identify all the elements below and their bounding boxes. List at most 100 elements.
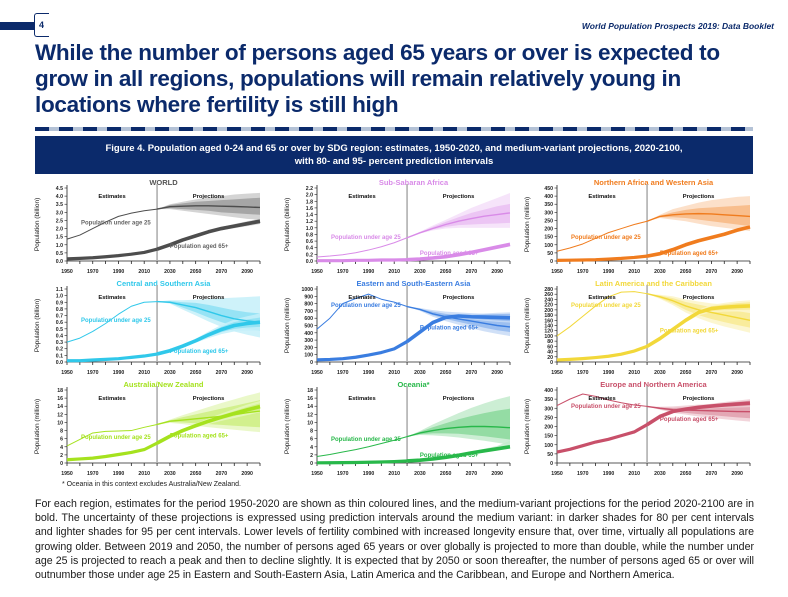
x-tick-label: 1990 xyxy=(603,471,615,477)
under25-estimate-line xyxy=(66,208,158,240)
y-tick-label: 800 xyxy=(304,302,313,308)
x-tick-label: 2090 xyxy=(491,370,503,376)
y-tick-label: 100 xyxy=(544,443,553,449)
over65-label: Population aged 65+ xyxy=(660,251,719,257)
y-tick-label: 200 xyxy=(544,425,553,431)
y-tick-label: 1000 xyxy=(301,287,313,293)
y-tick-label: 80 xyxy=(547,339,553,345)
y-tick-label: 18 xyxy=(307,388,313,394)
y-tick-label: 280 xyxy=(544,287,553,293)
y-tick-label: 0.0 xyxy=(56,259,63,265)
x-tick-label: 2070 xyxy=(216,471,228,477)
x-tick-label: 2010 xyxy=(628,471,640,477)
x-tick-label: 2090 xyxy=(491,269,503,275)
over65-estimate-line xyxy=(556,254,648,262)
y-axis-label: Population (billion) xyxy=(284,198,291,251)
under25-label: Population under age 25 xyxy=(81,318,151,324)
x-tick-label: 2050 xyxy=(440,269,452,275)
x-tick-label: 2050 xyxy=(190,269,202,275)
y-tick-label: 0.0 xyxy=(306,259,313,265)
over65-label: Population aged 65+ xyxy=(660,417,719,423)
x-tick-label: 2010 xyxy=(388,269,400,275)
x-tick-label: 1970 xyxy=(87,471,99,477)
estimates-label: Estimates xyxy=(588,194,615,200)
x-tick-label: 1950 xyxy=(551,269,563,275)
y-tick-label: 220 xyxy=(544,303,553,309)
x-tick-label: 2090 xyxy=(241,370,253,376)
chart-title: Eastern and South-Eastern Asia xyxy=(357,279,472,288)
y-tick-label: 2 xyxy=(60,453,63,459)
y-tick-label: 400 xyxy=(304,331,313,337)
under25-estimate-line xyxy=(316,436,408,458)
y-tick-label: 260 xyxy=(544,292,553,298)
x-tick-label: 2050 xyxy=(680,370,692,376)
prediction-interval-80 xyxy=(647,404,750,419)
y-tick-label: 350 xyxy=(544,397,553,403)
y-tick-label: 4 xyxy=(310,445,313,451)
y-tick-label: 3.5 xyxy=(56,202,63,208)
y-axis-label: Population (million) xyxy=(284,298,291,353)
running-head: World Population Prospects 2019: Data Bo… xyxy=(581,21,774,31)
y-tick-label: 250 xyxy=(544,218,553,224)
chart-title: Sub-Saharan Africa xyxy=(379,178,449,187)
over65-label: Population aged 65+ xyxy=(420,453,479,459)
chart-svg: Eastern and South-Eastern Asia Population… xyxy=(284,279,511,376)
y-tick-label: 50 xyxy=(547,251,553,257)
y-tick-label: 50 xyxy=(547,452,553,458)
y-tick-label: 1.5 xyxy=(56,235,63,241)
y-tick-label: 900 xyxy=(304,294,313,300)
y-tick-label: 10 xyxy=(57,420,63,426)
y-tick-label: 1.0 xyxy=(56,243,63,249)
y-tick-label: 0.5 xyxy=(56,327,63,333)
x-tick-label: 2010 xyxy=(628,370,640,376)
y-tick-label: 200 xyxy=(544,308,553,314)
y-tick-label: 200 xyxy=(304,345,313,351)
over65-label: Population aged 65+ xyxy=(170,434,229,440)
y-tick-label: 0 xyxy=(550,259,553,265)
x-tick-label: 2010 xyxy=(138,370,150,376)
y-tick-label: 0.2 xyxy=(306,252,313,258)
dashed-divider xyxy=(35,127,753,131)
chart-title: Oceania* xyxy=(397,380,429,389)
prediction-interval-80 xyxy=(647,205,750,227)
y-tick-label: 60 xyxy=(547,344,553,350)
y-tick-label: 200 xyxy=(544,227,553,233)
y-tick-label: 0.4 xyxy=(306,246,313,252)
x-tick-label: 2010 xyxy=(138,471,150,477)
x-tick-label: 1950 xyxy=(551,370,563,376)
chart-svg: Latin America and the Caribbean Populatio… xyxy=(524,279,751,376)
y-tick-label: 350 xyxy=(544,202,553,208)
page-number: 4 xyxy=(34,13,49,37)
projections-label: Projections xyxy=(443,396,475,402)
estimates-label: Estimates xyxy=(98,194,125,200)
y-tick-label: 14 xyxy=(57,404,63,410)
y-tick-label: 600 xyxy=(304,316,313,322)
y-tick-label: 8 xyxy=(60,429,63,435)
chart-svg: Sub-Saharan Africa Population (billion) 0.… xyxy=(284,178,511,275)
y-tick-label: 300 xyxy=(304,338,313,344)
y-tick-label: 1.4 xyxy=(306,213,313,219)
y-tick-label: 1.0 xyxy=(56,294,63,300)
x-tick-label: 2090 xyxy=(241,269,253,275)
y-tick-label: 6 xyxy=(60,437,63,443)
chart-panel: Eastern and South-Eastern Asia Population… xyxy=(280,277,526,377)
chart-svg: Oceania* Population (million) 0 2 4 6 8 10 12 14 1… xyxy=(284,380,511,477)
y-tick-label: 150 xyxy=(544,235,553,241)
x-tick-label: 1950 xyxy=(551,471,563,477)
under25-label: Population under age 25 xyxy=(571,404,641,410)
x-tick-label: 1990 xyxy=(113,370,125,376)
y-tick-label: 0 xyxy=(550,461,553,467)
x-tick-label: 1990 xyxy=(603,269,615,275)
chart-svg: Central and Southern Asia Population (bil… xyxy=(34,279,261,376)
over65-estimate-line xyxy=(556,423,648,454)
under25-estimate-line xyxy=(556,393,648,407)
under25-label: Population under age 25 xyxy=(331,437,401,443)
y-tick-label: 120 xyxy=(544,329,553,335)
chart-title: Australia/New Zealand xyxy=(123,380,203,389)
projections-label: Projections xyxy=(443,194,475,200)
chart-panel: Latin America and the Caribbean Populatio… xyxy=(520,277,766,377)
x-tick-label: 1950 xyxy=(61,370,73,376)
y-tick-label: 100 xyxy=(304,353,313,359)
y-tick-label: 0.5 xyxy=(56,251,63,257)
estimates-label: Estimates xyxy=(588,396,615,402)
